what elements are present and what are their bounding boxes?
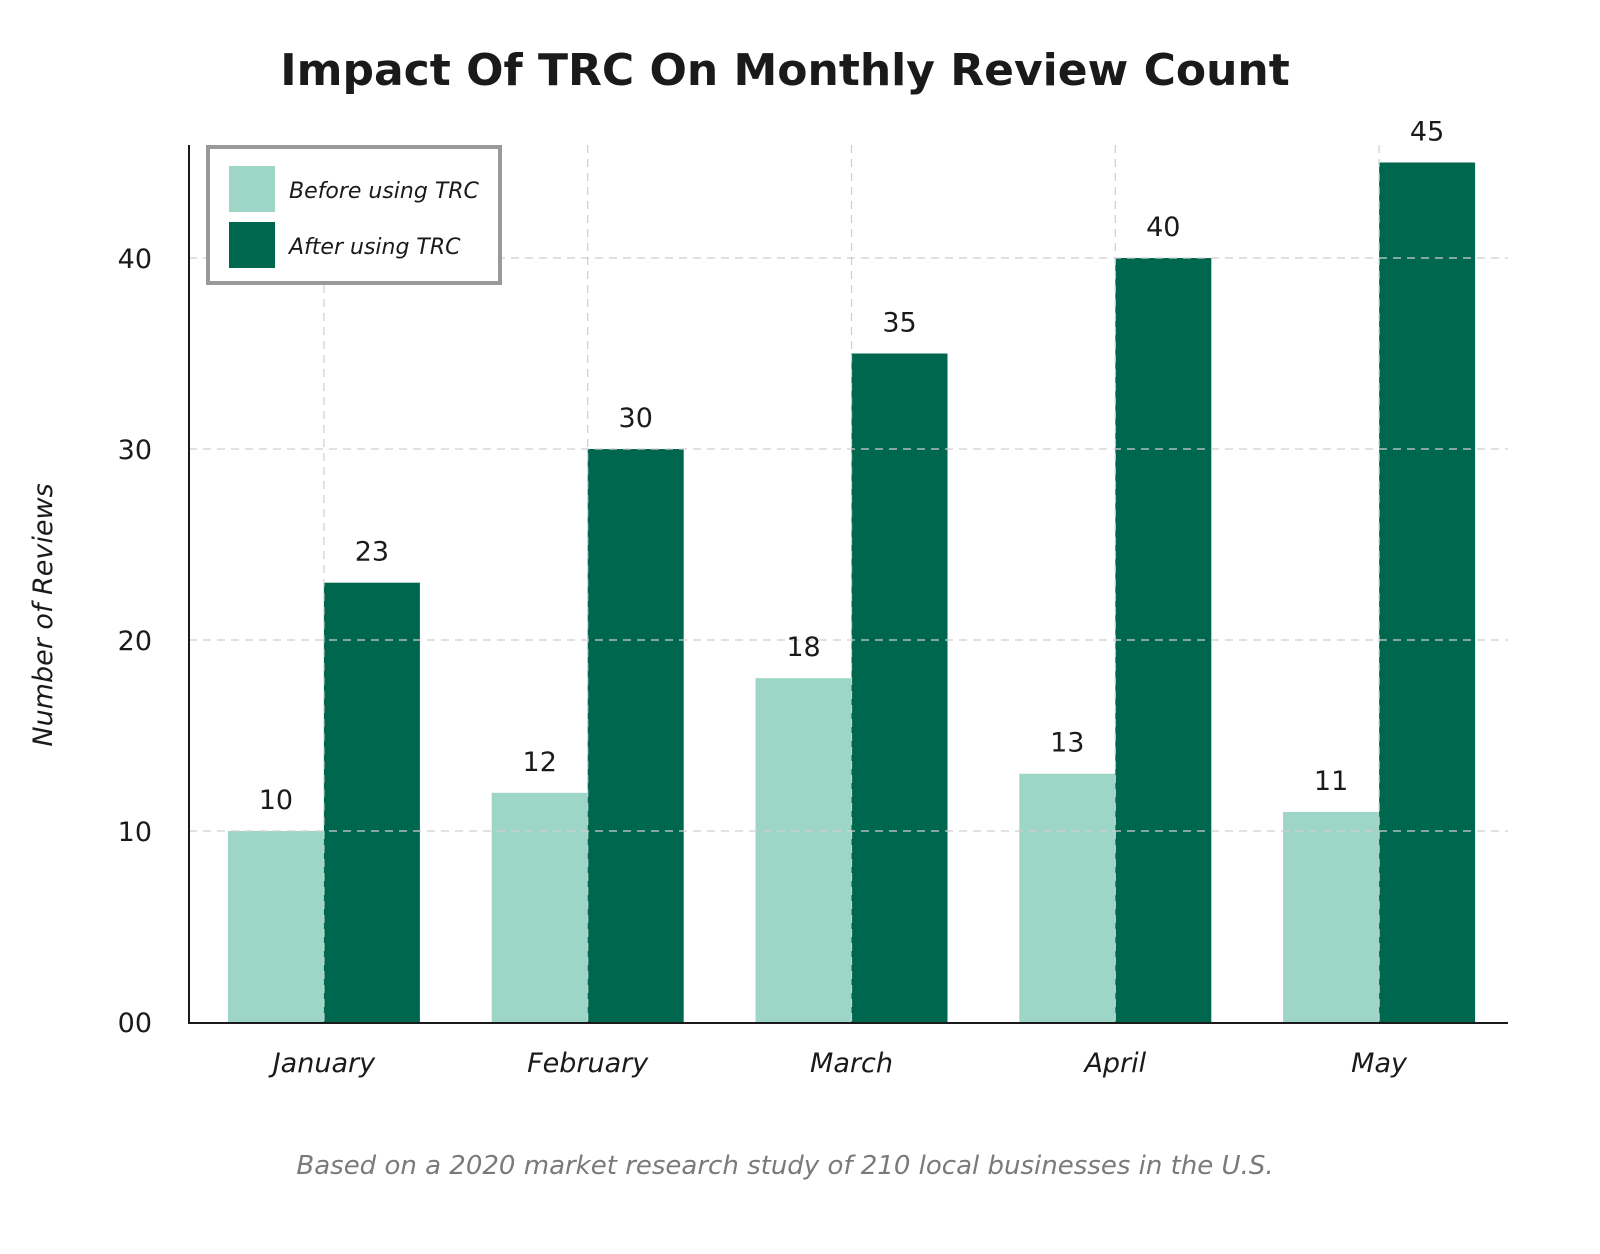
x-tick-label: May xyxy=(1351,1048,1408,1079)
y-tick-label: 30 xyxy=(118,435,152,466)
data-label: 12 xyxy=(523,747,557,778)
legend-label-before: Before using TRC xyxy=(289,179,480,204)
y-axis-ticks: 00 10 20 30 40 xyxy=(118,244,152,1039)
bar-before-february xyxy=(491,792,588,1022)
bar-after-january xyxy=(323,582,420,1022)
vertical-grid xyxy=(323,145,1380,1022)
x-tick-label: January xyxy=(268,1048,376,1079)
data-label: 11 xyxy=(1314,766,1348,797)
bar-after-february xyxy=(587,449,684,1022)
legend-swatch-before xyxy=(229,166,275,212)
horizontal-grid xyxy=(189,257,1508,832)
bar-after-may xyxy=(1379,162,1476,1022)
y-tick-label: 20 xyxy=(118,626,152,657)
y-axis-label: Number of Reviews xyxy=(28,483,59,746)
bar-after-march xyxy=(851,353,948,1022)
y-tick-label: 40 xyxy=(118,244,152,275)
x-tick-label: March xyxy=(810,1048,893,1079)
bar-before-january xyxy=(227,831,324,1022)
y-tick-label: 00 xyxy=(118,1008,152,1039)
chart-title: Impact Of TRC On Monthly Review Count xyxy=(280,45,1290,96)
legend: Before using TRC After using TRC xyxy=(206,145,502,285)
data-label: 30 xyxy=(619,403,653,434)
legend-swatch-after xyxy=(229,222,275,268)
chart-caption: Based on a 2020 market research study of… xyxy=(296,1151,1273,1181)
x-tick-label: February xyxy=(527,1048,649,1079)
y-tick-label: 10 xyxy=(118,817,152,848)
x-tick-label: April xyxy=(1082,1048,1146,1079)
x-axis-ticks: January February March April May xyxy=(268,1048,1408,1079)
bars xyxy=(227,162,1476,1022)
legend-label-after: After using TRC xyxy=(287,235,461,260)
bar-before-april xyxy=(1019,773,1116,1022)
data-label: 23 xyxy=(355,537,389,568)
data-label: 13 xyxy=(1050,728,1084,759)
data-label: 40 xyxy=(1146,212,1180,243)
bar-before-march xyxy=(755,678,852,1022)
data-labels: 10 23 12 30 18 35 13 40 11 45 xyxy=(259,117,1445,817)
data-label: 18 xyxy=(786,632,820,663)
bar-before-may xyxy=(1283,811,1380,1022)
data-label: 45 xyxy=(1410,117,1444,148)
data-label: 35 xyxy=(882,308,916,339)
data-label: 10 xyxy=(259,785,293,816)
